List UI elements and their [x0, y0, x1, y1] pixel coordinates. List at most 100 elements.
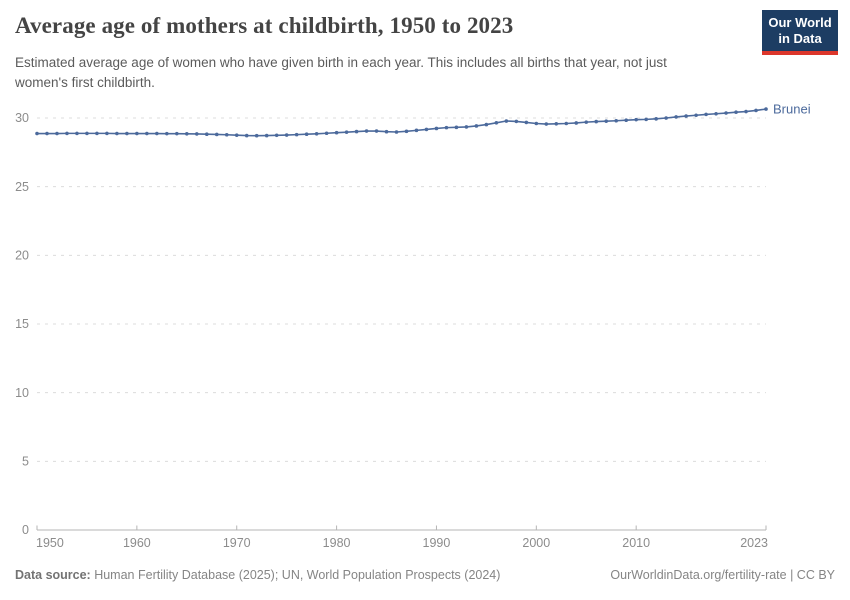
data-source-text: Human Fertility Database (2025); UN, Wor…: [90, 568, 501, 582]
data-point[interactable]: [125, 131, 129, 136]
data-point[interactable]: [524, 120, 529, 125]
y-tick-label: 15: [15, 317, 29, 331]
data-point[interactable]: [214, 132, 219, 137]
entity-label[interactable]: Brunei: [773, 102, 811, 117]
x-tick-label: 2023: [740, 536, 768, 550]
data-point[interactable]: [754, 108, 758, 113]
data-point[interactable]: [284, 133, 289, 137]
data-point[interactable]: [584, 120, 589, 124]
data-point[interactable]: [744, 109, 748, 114]
data-point[interactable]: [414, 128, 419, 133]
data-point[interactable]: [724, 111, 728, 115]
data-point[interactable]: [274, 133, 279, 138]
data-point[interactable]: [244, 133, 249, 138]
data-point[interactable]: [454, 125, 459, 130]
data-point[interactable]: [624, 118, 628, 122]
data-point[interactable]: [394, 130, 399, 134]
data-point[interactable]: [334, 130, 339, 135]
data-point[interactable]: [234, 133, 239, 137]
data-point[interactable]: [194, 132, 199, 136]
data-point[interactable]: [684, 114, 688, 118]
data-source-line: Data source: Human Fertility Database (2…: [15, 568, 500, 582]
x-tick-label: 1950: [36, 536, 64, 550]
data-point[interactable]: [574, 121, 579, 125]
data-source-label: Data source:: [15, 568, 91, 582]
data-point[interactable]: [764, 107, 768, 111]
data-point[interactable]: [85, 131, 89, 136]
data-point[interactable]: [474, 124, 479, 128]
data-point[interactable]: [264, 133, 269, 138]
data-point[interactable]: [155, 131, 159, 136]
data-point[interactable]: [614, 118, 619, 123]
data-point[interactable]: [384, 129, 389, 134]
data-line[interactable]: [37, 108, 767, 137]
x-tick-label: 1980: [323, 536, 351, 550]
data-point[interactable]: [434, 126, 439, 131]
data-point[interactable]: [224, 132, 229, 137]
data-point[interactable]: [714, 111, 718, 116]
data-point[interactable]: [464, 125, 469, 129]
data-point[interactable]: [45, 131, 49, 136]
data-point[interactable]: [65, 131, 69, 136]
data-point[interactable]: [654, 117, 658, 121]
data-point[interactable]: [644, 117, 648, 122]
data-point[interactable]: [75, 131, 79, 136]
data-point[interactable]: [344, 130, 349, 134]
data-point[interactable]: [424, 127, 429, 132]
data-point[interactable]: [514, 119, 519, 124]
data-point[interactable]: [254, 133, 259, 138]
attribution-link[interactable]: OurWorldinData.org/fertility-rate | CC B…: [610, 568, 835, 582]
data-point[interactable]: [55, 131, 59, 136]
data-point[interactable]: [95, 131, 99, 136]
data-point[interactable]: [704, 112, 708, 117]
data-point[interactable]: [604, 119, 609, 123]
data-point[interactable]: [115, 131, 119, 136]
data-point[interactable]: [324, 131, 329, 136]
x-tick-label: 1990: [423, 536, 451, 550]
y-tick-label: 25: [15, 180, 29, 194]
y-tick-label: 5: [22, 455, 29, 469]
data-point[interactable]: [544, 122, 549, 126]
data-point[interactable]: [444, 125, 449, 130]
data-point[interactable]: [145, 131, 149, 136]
data-point[interactable]: [404, 129, 409, 134]
y-tick-label: 30: [15, 111, 29, 125]
data-point[interactable]: [364, 129, 369, 133]
data-point[interactable]: [674, 115, 678, 119]
owid-logo-line1: Our World: [768, 15, 832, 30]
data-point[interactable]: [105, 131, 109, 136]
data-point[interactable]: [294, 132, 299, 137]
data-point[interactable]: [504, 119, 509, 123]
data-point[interactable]: [534, 121, 539, 126]
y-tick-label: 0: [22, 523, 29, 537]
owid-logo[interactable]: Our World in Data: [762, 10, 838, 55]
y-tick-label: 10: [15, 386, 29, 400]
owid-logo-line2: in Data: [778, 31, 822, 46]
data-point[interactable]: [184, 131, 189, 136]
data-point[interactable]: [304, 132, 309, 137]
chart-title: Average age of mothers at childbirth, 19…: [15, 13, 514, 38]
data-point[interactable]: [165, 131, 169, 136]
data-point[interactable]: [354, 129, 359, 134]
data-point[interactable]: [314, 131, 319, 136]
data-point[interactable]: [484, 122, 489, 127]
data-point[interactable]: [564, 121, 569, 126]
y-tick-label: 20: [15, 249, 29, 263]
data-point[interactable]: [554, 121, 559, 126]
chart-subtitle-line1: Estimated average age of women who have …: [15, 55, 667, 70]
chart-subtitle-line2: women's first childbirth.: [15, 75, 155, 90]
data-point[interactable]: [694, 113, 698, 118]
data-point[interactable]: [374, 129, 379, 133]
data-point[interactable]: [494, 121, 499, 125]
data-point[interactable]: [594, 119, 599, 124]
data-point[interactable]: [204, 132, 209, 137]
data-point[interactable]: [634, 117, 638, 122]
data-point[interactable]: [734, 110, 738, 115]
x-tick-label: 1960: [123, 536, 151, 550]
data-point[interactable]: [175, 131, 179, 136]
data-point[interactable]: [35, 131, 39, 136]
line-chart-plot-area[interactable]: 0 5 10 15 20 25 30 1950 1960 1970 1980 1990 2000 2010…: [0, 95, 850, 563]
data-point[interactable]: [135, 131, 139, 136]
data-point[interactable]: [664, 116, 668, 120]
chart-footer: Data source: Human Fertility Database (2…: [15, 568, 835, 582]
